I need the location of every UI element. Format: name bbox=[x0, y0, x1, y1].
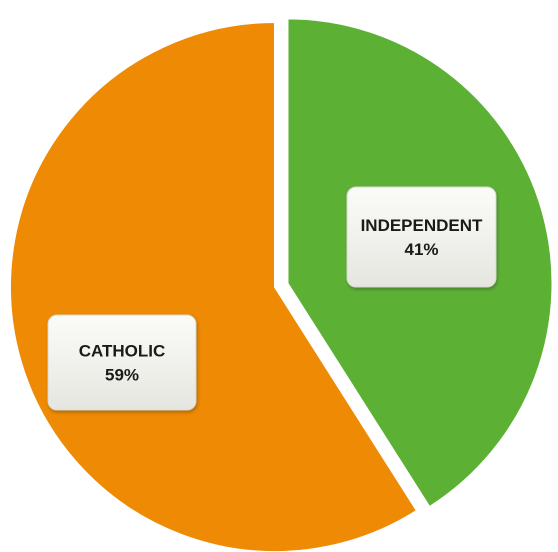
data-label-box bbox=[346, 186, 497, 288]
data-label-box bbox=[47, 314, 197, 411]
data-label-independent: INDEPENDENT 41% bbox=[346, 186, 497, 288]
data-label-percent: 41% bbox=[404, 240, 438, 259]
data-label-category: INDEPENDENT bbox=[361, 216, 483, 235]
data-label-category: CATHOLIC bbox=[79, 342, 166, 361]
pie-labels: INDEPENDENT 41% CATHOLIC 59% bbox=[47, 186, 497, 411]
data-label-catholic: CATHOLIC 59% bbox=[47, 314, 197, 411]
data-label-percent: 59% bbox=[105, 366, 139, 385]
